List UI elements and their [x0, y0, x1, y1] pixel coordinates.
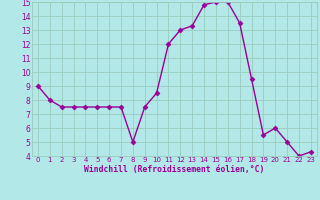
X-axis label: Windchill (Refroidissement éolien,°C): Windchill (Refroidissement éolien,°C) [84, 165, 265, 174]
